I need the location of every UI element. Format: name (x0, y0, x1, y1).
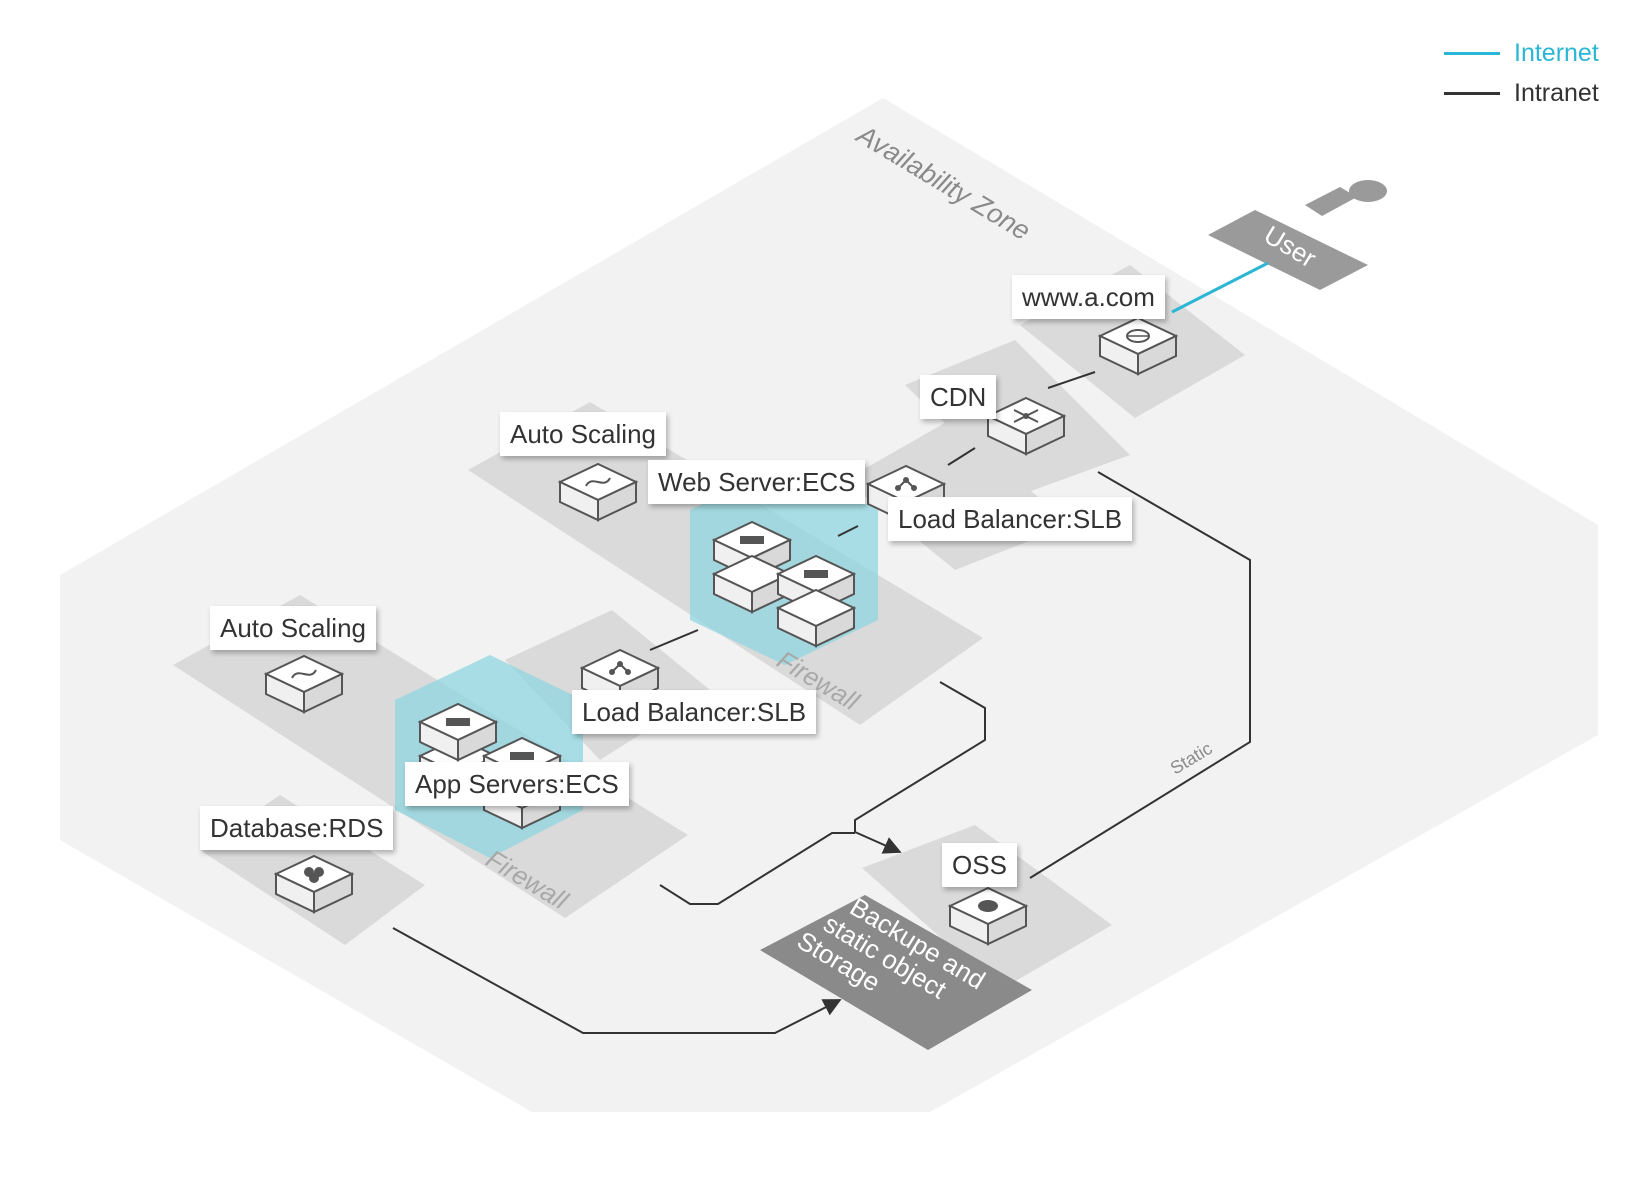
intranet-link-cdn-slb (947, 447, 976, 466)
intranet-link-app-to-oss (659, 832, 855, 905)
legend-intranet-swatch (1444, 92, 1500, 95)
dns-icon (1099, 317, 1177, 375)
intranet-link-web-to-oss (854, 681, 986, 854)
auto-scaling-icon (265, 655, 343, 713)
label-cdn: CDN (920, 375, 997, 419)
legend-internet: Internet (1444, 38, 1634, 68)
server-icon (483, 737, 561, 795)
internet-link-user-domain (1171, 261, 1269, 314)
intranet-link-slb-web (837, 525, 859, 537)
intranet-link-cdn-static-oss (1029, 471, 1251, 879)
legend-internet-label: Internet (1514, 39, 1599, 67)
storage-icon (949, 887, 1027, 945)
auto-scaling-icon (559, 463, 637, 521)
server-icon (713, 521, 791, 579)
server-icon (777, 555, 855, 613)
label-auto-scaling-web: Auto Scaling (500, 412, 666, 456)
label-database: Database:RDS (200, 806, 394, 850)
label-load-balancer-web: Load Balancer:SLB (888, 497, 1133, 541)
load-balancer-icon (867, 465, 945, 523)
user-icon (1208, 180, 1387, 290)
legend-intranet-label: Intranet (1514, 79, 1599, 107)
label-oss: OSS (942, 843, 1017, 887)
intranet-link-database-to-storage (392, 927, 842, 1034)
legend-intranet: Intranet (1444, 78, 1634, 108)
load-balancer-icon (581, 649, 659, 707)
database-icon (275, 855, 353, 913)
intranet-link-web-slb-app (649, 629, 699, 651)
label-domain: www.a.com (1012, 275, 1165, 319)
intranet-link-domain-cdn (1047, 371, 1096, 389)
label-web-server: Web Server:ECS (648, 460, 866, 504)
label-app-servers: App Servers:ECS (405, 762, 629, 806)
label-load-balancer-app: Load Balancer:SLB (572, 690, 817, 734)
label-auto-scaling-app: Auto Scaling (210, 606, 376, 650)
storage-panel (760, 895, 1032, 1050)
legend-internet-swatch (1444, 52, 1500, 55)
cdn-network-icon (987, 397, 1065, 455)
server-icon (419, 703, 497, 761)
